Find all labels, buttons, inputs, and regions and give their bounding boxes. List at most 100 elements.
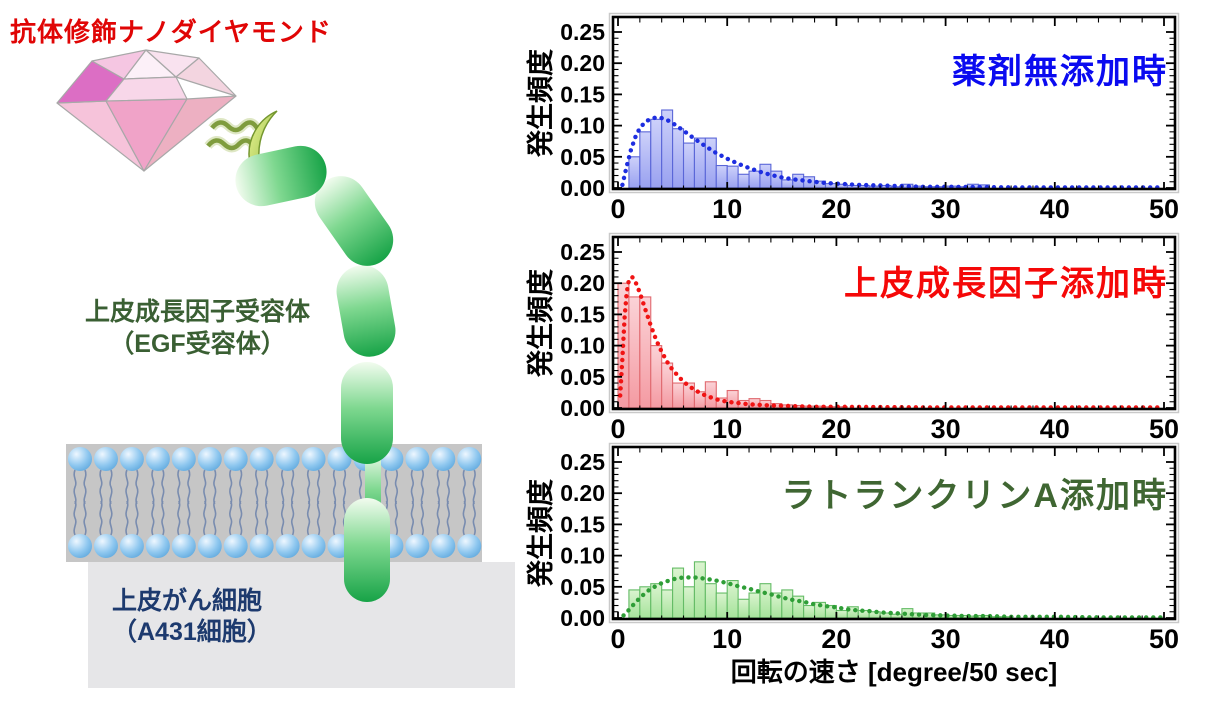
histogram-bar [650, 583, 663, 619]
histogram-bar [770, 170, 783, 189]
y-tick-label: 0.10 [560, 543, 605, 569]
x-tick-label: 20 [821, 624, 851, 654]
x-tick-label: 30 [931, 194, 961, 224]
chart-no-drug: 0.00 0.05 0.10 0.15 0.20 0.25 0 10 20 30 40 50 [560, 12, 1180, 230]
y-tick-label: 0.25 [560, 449, 605, 475]
histogram-bar [682, 142, 695, 189]
x-tick-label: 40 [1040, 194, 1070, 224]
y-tick-label: 0.15 [560, 301, 605, 327]
y-axis-title-chart1: 発生頻度 [526, 49, 556, 157]
fit-curve [618, 273, 1167, 410]
x-tick-label: 40 [1040, 624, 1070, 654]
x-tick-label: 20 [821, 194, 851, 224]
nanodiamond-title: 抗体修飾ナノダイヤモンド [10, 17, 332, 47]
histogram-bar [672, 567, 685, 619]
histogram-bar [704, 583, 717, 619]
histogram-bar [639, 296, 652, 409]
histogram-bar [748, 170, 761, 189]
y-tick-label: 0.25 [560, 239, 605, 265]
x-tick-label: 50 [1149, 194, 1179, 224]
receptor-label-line2: （EGF受容体） [109, 330, 286, 358]
y-tick-label: 0.05 [560, 364, 605, 390]
x-tick-label: 10 [712, 414, 742, 444]
histogram-bar [672, 128, 685, 189]
histogram-plot: 0.00 0.05 0.10 0.15 0.20 0.25 0 10 20 30 40 50 [560, 442, 1180, 654]
x-tick-label: 50 [1149, 624, 1179, 654]
receptor-label: 上皮成長因子受容体 （EGF受容体） [55, 296, 340, 360]
cell-label: 上皮がん細胞 （A431細胞） [112, 586, 272, 648]
x-tick-label: 0 [610, 194, 625, 224]
x-tick-label: 30 [931, 414, 961, 444]
histogram-bar [803, 604, 816, 619]
y-tick-label: 0.25 [560, 19, 605, 45]
capsule-chain-icon [235, 145, 396, 602]
y-tick-label: 0.20 [560, 50, 605, 76]
y-tick-label: 0.15 [560, 511, 605, 537]
histogram-bar [759, 583, 772, 619]
chart-egf-added: 0.00 0.05 0.10 0.15 0.20 0.25 0 10 20 30 40 50 [560, 232, 1180, 450]
plot-frame [611, 15, 1177, 191]
x-axis-title: 回転の速さ [degree/50 sec] [730, 657, 1058, 687]
receptor-label-line1: 上皮成長因子受容体 [84, 298, 310, 326]
y-tick-label: 0.10 [560, 113, 605, 139]
chart-title-no-drug: 薬剤無添加時 [952, 53, 1168, 91]
chart-title-egf-added: 上皮成長因子添加時 [844, 265, 1168, 303]
histogram-bar [628, 296, 641, 409]
histogram-bar [639, 131, 652, 189]
plot-frame [611, 235, 1177, 411]
histogram-plot: 0.00 0.05 0.10 0.15 0.20 0.25 0 10 20 30 40 50 [560, 12, 1180, 224]
cell-body-icon [88, 562, 515, 688]
y-tick-label: 0.00 [560, 175, 605, 201]
histogram-bar [715, 592, 728, 619]
y-tick-label: 0.15 [560, 81, 605, 107]
diamond-icon [56, 49, 237, 172]
fit-curve [621, 575, 1167, 620]
lipid-bilayer-icon [66, 444, 482, 562]
schematic-illustration [56, 49, 515, 688]
histogram-bar [672, 382, 685, 409]
histogram-bar [650, 118, 663, 189]
histogram-bar [748, 592, 761, 619]
y-tick-label: 0.00 [560, 605, 605, 631]
y-tick-label: 0.05 [560, 144, 605, 170]
histogram-bar [693, 561, 706, 619]
y-tick-label: 0.20 [560, 270, 605, 296]
x-tick-label: 30 [931, 624, 961, 654]
histogram-bar [682, 586, 695, 619]
x-tick-label: 50 [1149, 414, 1179, 444]
histogram-bar [759, 163, 772, 189]
x-tick-label: 10 [712, 194, 742, 224]
histogram-bar [650, 345, 663, 409]
y-tick-label: 0.05 [560, 574, 605, 600]
histogram-bar [737, 598, 750, 619]
histogram-bar [726, 389, 739, 409]
y-tick-label: 0.00 [560, 395, 605, 421]
squiggle-link-icon [204, 118, 261, 153]
x-tick-label: 20 [821, 414, 851, 444]
histogram-bar [628, 156, 641, 189]
histogram-bar [835, 609, 848, 619]
histogram-bar [781, 179, 794, 189]
histogram-bar [715, 164, 728, 189]
histogram-bar [737, 173, 750, 189]
y-axis-title-chart2: 発生頻度 [526, 269, 556, 377]
plot-frame [611, 445, 1177, 621]
histogram-bar [704, 381, 717, 409]
x-tick-label: 40 [1040, 414, 1070, 444]
chart-title-latrunculin-a: ラトランクリンA添加時 [781, 477, 1168, 515]
cell-label-line2: （A431細胞） [112, 618, 272, 646]
chart-latrunculin-a: 0.00 0.05 0.10 0.15 0.20 0.25 0 10 20 30 40 50 [560, 442, 1180, 660]
y-axis-title-chart3: 発生頻度 [526, 479, 556, 587]
y-tick-label: 0.20 [560, 480, 605, 506]
histogram-bar [726, 165, 739, 189]
x-tick-label: 10 [712, 624, 742, 654]
x-tick-label: 0 [610, 624, 625, 654]
cell-label-line1: 上皮がん細胞 [112, 587, 263, 615]
y-tick-label: 0.10 [560, 333, 605, 359]
histogram-bar [704, 137, 717, 189]
histogram-plot: 0.00 0.05 0.10 0.15 0.20 0.25 0 10 20 30 40 50 [560, 232, 1180, 444]
x-tick-label: 0 [610, 414, 625, 444]
histogram-bar [661, 589, 674, 619]
histogram-bar [781, 589, 794, 619]
